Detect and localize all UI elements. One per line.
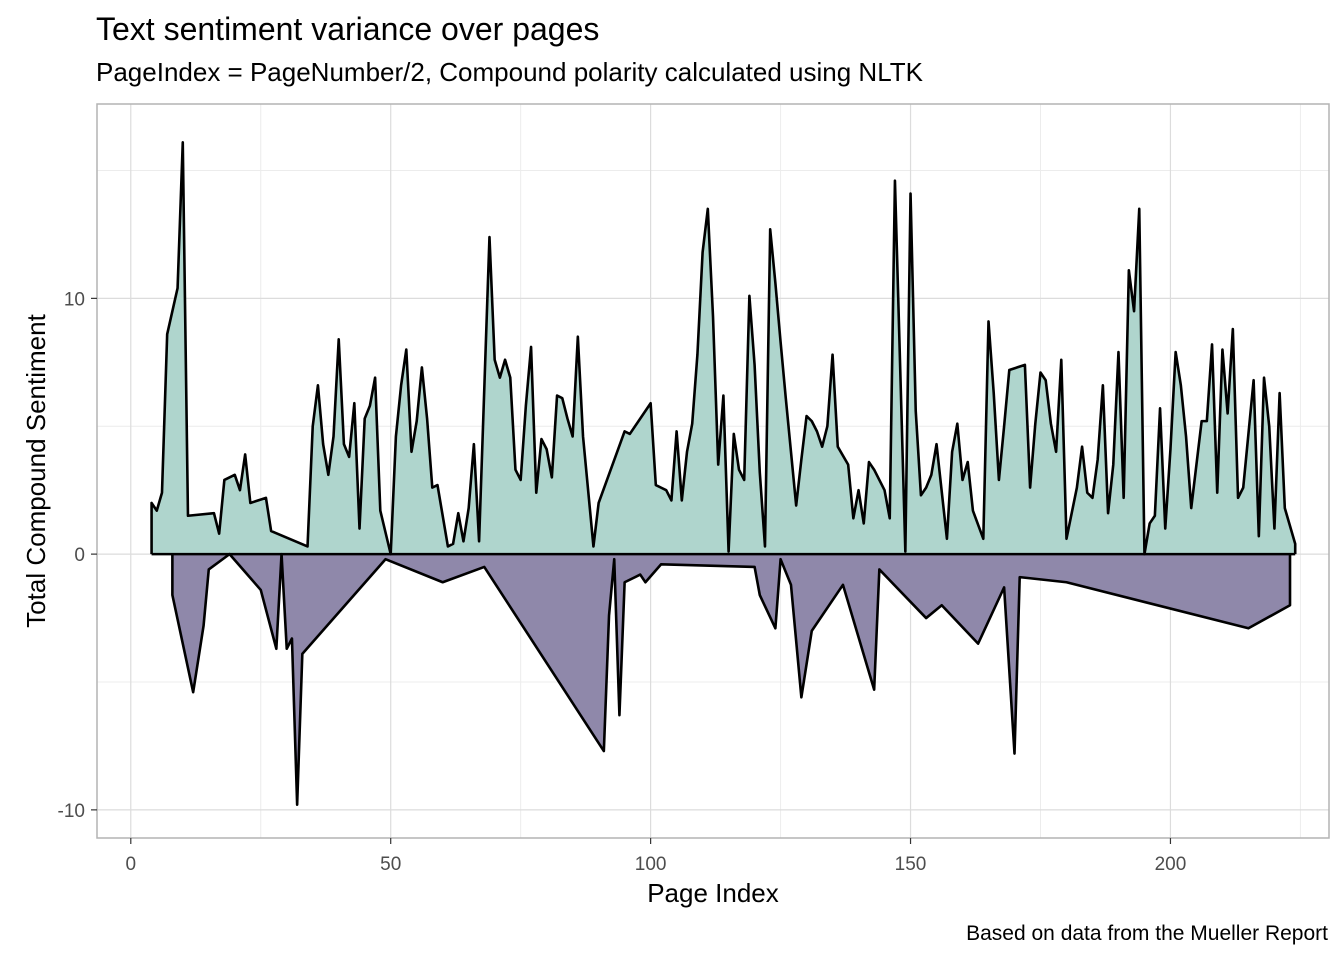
- chart-title: Text sentiment variance over pages: [96, 11, 600, 47]
- x-tick-label: 150: [895, 854, 927, 875]
- x-tick-label: 50: [380, 854, 401, 875]
- y-tick-label: -10: [58, 801, 85, 822]
- y-tick-label: 0: [74, 545, 85, 566]
- y-tick-label: 10: [64, 289, 85, 310]
- chart-caption: Based on data from the Mueller Report: [966, 922, 1328, 945]
- x-tick-label: 200: [1155, 854, 1187, 875]
- x-tick-label: 100: [635, 854, 667, 875]
- sentiment-lines: [150, 141, 1297, 807]
- sentiment-areas: [151, 142, 1296, 805]
- area-positive: [151, 142, 1296, 555]
- line-positive: [150, 141, 1297, 556]
- plot-panel-border: [96, 103, 1330, 839]
- x-axis-ticks: 0 50 100 150 200: [125, 838, 1186, 875]
- y-axis-title: Total Compound Sentiment: [21, 313, 51, 627]
- chart-subtitle: PageIndex = PageNumber/2, Compound polar…: [96, 57, 923, 87]
- y-axis-ticks: -10 0 10: [58, 289, 97, 822]
- area-negative: [172, 554, 1291, 805]
- x-axis-title: Page Index: [647, 878, 779, 908]
- x-tick-label: 0: [125, 854, 136, 875]
- line-negative: [171, 552, 1292, 807]
